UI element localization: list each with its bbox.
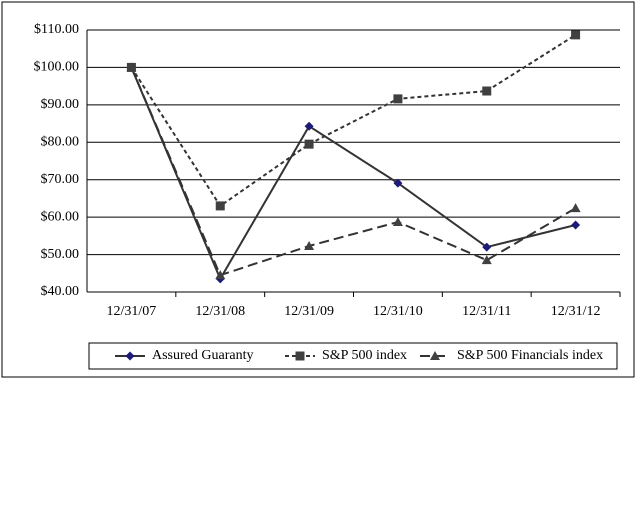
data-point <box>215 270 226 280</box>
data-point <box>393 178 403 188</box>
data-point <box>304 121 314 131</box>
data-point <box>482 86 492 96</box>
data-point <box>304 139 314 149</box>
data-point <box>482 242 492 252</box>
y-tick-label: $60.00 <box>41 209 80 224</box>
y-tick-label: $80.00 <box>41 135 80 150</box>
series-line <box>130 67 576 282</box>
y-tick-label: $100.00 <box>34 60 80 75</box>
data-point <box>126 62 137 72</box>
data-point <box>392 217 403 227</box>
data-point <box>571 220 581 230</box>
x-tick-label: 12/31/12 <box>551 304 601 319</box>
data-point <box>393 94 403 104</box>
x-tick-label: 12/31/11 <box>462 304 511 319</box>
legend-marker <box>430 351 440 360</box>
data-point <box>571 30 581 40</box>
y-tick-label: $50.00 <box>41 247 80 262</box>
y-tick-label: $90.00 <box>41 97 80 112</box>
legend-label: Assured Guaranty <box>152 348 253 363</box>
x-tick-label: 12/31/08 <box>195 304 245 319</box>
legend-marker <box>295 351 305 361</box>
series-line <box>130 67 577 277</box>
x-tick-label: 12/31/07 <box>107 304 157 319</box>
data-point <box>304 240 315 250</box>
legend-label: S&P 500 index <box>322 348 407 363</box>
y-tick-label: $40.00 <box>41 284 80 299</box>
legend-label: S&P 500 Financials index <box>457 348 603 363</box>
x-tick-label: 12/31/09 <box>284 304 334 319</box>
x-tick-label: 12/31/10 <box>373 304 423 319</box>
legend-marker <box>125 351 135 361</box>
y-tick-label: $70.00 <box>41 172 80 187</box>
legend-box <box>88 342 618 370</box>
data-point <box>570 203 581 213</box>
data-point <box>481 255 492 265</box>
series-line <box>130 34 577 208</box>
chart-frame <box>1 1 635 378</box>
data-point <box>215 201 225 211</box>
y-tick-label: $110.00 <box>34 22 79 37</box>
